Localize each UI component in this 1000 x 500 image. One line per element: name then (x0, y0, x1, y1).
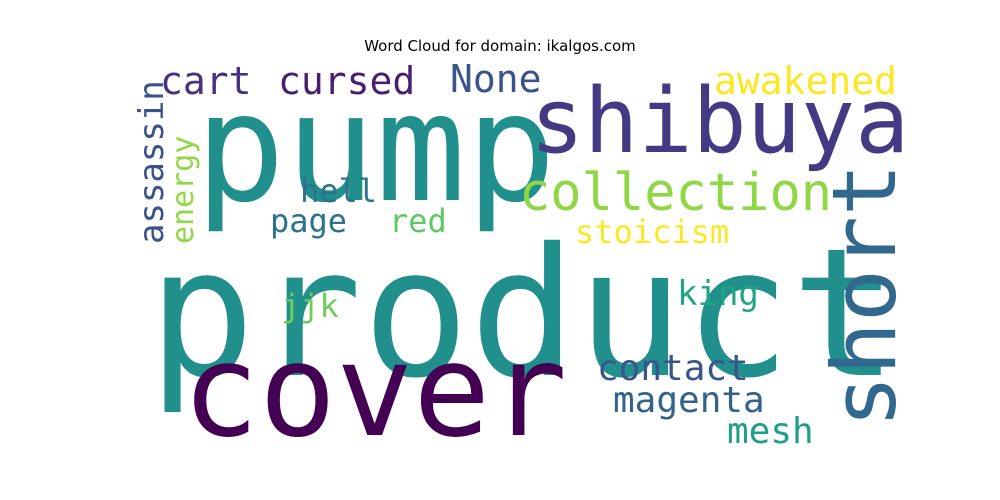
word-none: None (450, 57, 542, 101)
word-collection: collection (519, 163, 832, 223)
word-assassin: assassin (132, 80, 172, 244)
word-king: king (677, 274, 759, 314)
word-stoicism: stoicism (575, 213, 729, 251)
word-red: red (389, 202, 447, 240)
word-jjk: jjk (281, 287, 339, 325)
word-cart: cart (160, 59, 252, 103)
chart-title: Word Cloud for domain: ikalgos.com (364, 37, 636, 55)
word-awakened: awakened (714, 59, 897, 103)
word-shibuya: shibuya (530, 69, 909, 174)
word-short: short (813, 163, 916, 428)
word-cursed: cursed (278, 59, 415, 103)
word-pump: pump (195, 62, 556, 236)
word-contact: contact (597, 348, 749, 389)
word-hell: hell (300, 172, 377, 210)
word-mesh: mesh (727, 411, 814, 452)
word-cover: cover (182, 317, 567, 466)
word-magenta: magenta (613, 380, 765, 421)
word-energy: energy (166, 136, 201, 244)
word-page: page (270, 202, 347, 240)
word-product: product (148, 210, 898, 417)
